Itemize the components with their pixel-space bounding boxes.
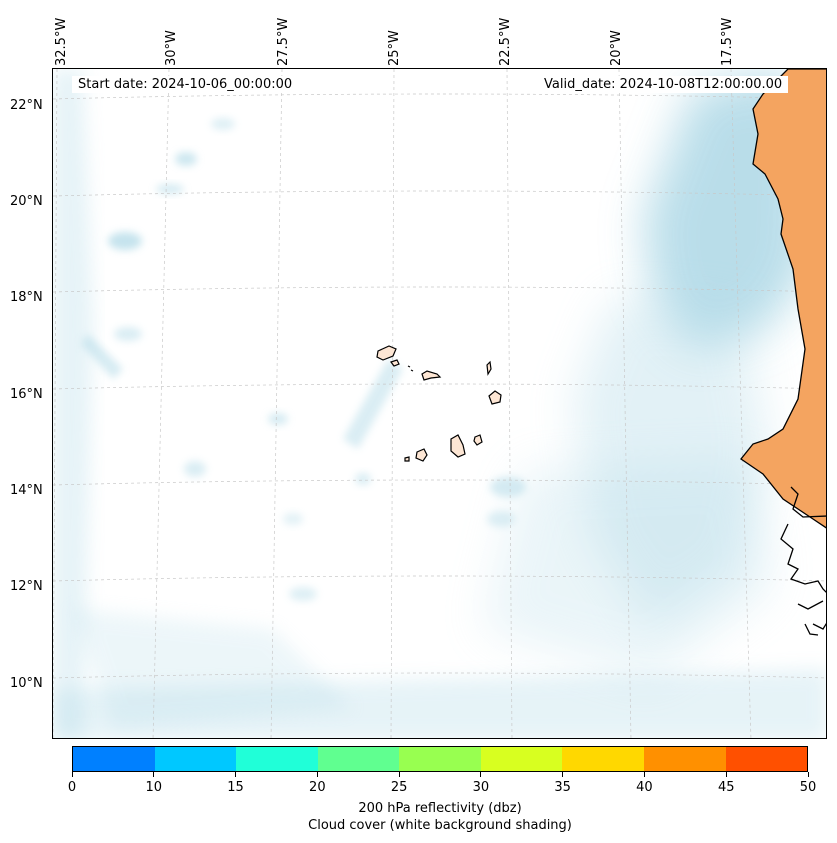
colorbar-tick: [562, 772, 564, 777]
cloud-cell-1: [108, 232, 142, 250]
valid-date-label: Valid_date: 2024-10-08T12:00:00.00: [538, 76, 789, 93]
island-santo-antao: [376, 345, 397, 361]
colorbar-segment: [725, 747, 808, 771]
colorbar-tick-label: 10: [145, 780, 163, 795]
lat-label-16n: 16°N: [10, 387, 43, 402]
lat-label-10n: 10°N: [10, 676, 43, 691]
colorbar-tick-label: 50: [799, 780, 817, 795]
island-boa-vista: [488, 390, 502, 405]
colorbar-segment: [399, 747, 481, 771]
cloud-cell-2: [175, 152, 197, 166]
colorbar-tick-label: 0: [67, 780, 77, 795]
cloud-region-south-west: [73, 609, 353, 729]
colorbar-segment: [73, 747, 155, 771]
cloud-streak-west-1: [81, 334, 123, 379]
colorbar-tick: [480, 772, 482, 777]
lat-label-12n: 12°N: [10, 579, 43, 594]
cloud-streak-capeverde: [343, 359, 403, 449]
colorbar-tick: [398, 772, 400, 777]
cloud-cell-11: [355, 473, 371, 485]
coastline-south: [780, 486, 826, 636]
lon-label-20w: 20°W: [609, 30, 624, 66]
lat-label-14n: 14°N: [10, 483, 43, 498]
colorbar-segment: [643, 747, 726, 771]
colorbar-tick-label: 30: [472, 780, 490, 795]
lon-label-22-5w: 22.5°W: [498, 17, 513, 66]
islet-dots: [407, 365, 414, 372]
colorbar-tick: [71, 772, 73, 777]
colorbar-segment: [236, 747, 318, 771]
cloud-region-west-strip: [53, 69, 93, 738]
colorbar-segment: [154, 747, 237, 771]
colorbar-tick: [643, 772, 645, 777]
island-fogo: [415, 448, 428, 462]
colorbar-tick-label: 25: [390, 780, 408, 795]
colorbar-tick-label: 35: [554, 780, 571, 795]
colorbar-tick-label: 40: [636, 780, 653, 795]
island-sao-nicolau: [421, 370, 442, 381]
cloud-cell-5: [184, 461, 206, 477]
colorbar-tick-label: 45: [717, 780, 735, 795]
cloud-cell-10: [211, 118, 235, 130]
lon-label-17-5w: 17.5°W: [720, 17, 735, 66]
start-date-label: Start date: 2024-10-06_00:00:00: [72, 76, 299, 93]
lon-label-32-5w: 32.5°W: [54, 17, 69, 66]
colorbar-segment: [317, 747, 400, 771]
cloud-cover-shading: [53, 69, 826, 738]
colorbar-tick: [725, 772, 727, 777]
lat-label-20n: 20°N: [10, 194, 43, 209]
colorbar-tick: [153, 772, 155, 777]
colorbar: [72, 746, 808, 772]
cape-verde-islands: [376, 345, 502, 462]
colorbar-label-reflectivity: 200 hPa reflectivity (dbz): [358, 801, 522, 816]
cloud-cell-7: [487, 511, 515, 527]
lon-label-27-5w: 27.5°W: [276, 17, 291, 66]
cloud-cell-9: [114, 327, 142, 341]
colorbar-tick-label: 15: [227, 780, 244, 795]
map-canvas: [53, 69, 826, 738]
colorbar-tick-label: 20: [309, 780, 326, 795]
island-brava: [404, 456, 410, 462]
lat-label-18n: 18°N: [10, 290, 43, 305]
lat-label-22n: 22°N: [10, 98, 43, 113]
colorbar-segment: [562, 747, 644, 771]
island-santiago: [450, 434, 466, 458]
lon-label-25w: 25°W: [387, 30, 402, 66]
cloud-cell-8: [289, 587, 317, 601]
colorbar-tick: [316, 772, 318, 777]
graticule: [53, 69, 826, 738]
island-sal: [486, 360, 492, 376]
lon-label-30w: 30°W: [164, 30, 179, 66]
cloud-cell-4: [268, 413, 288, 425]
cloud-cell-12: [283, 513, 303, 525]
colorbar-label-cloud-cover: Cloud cover (white background shading): [308, 818, 572, 833]
africa-landmass: [740, 69, 826, 529]
cloud-cell-6: [490, 477, 526, 497]
colorbar-segment: [480, 747, 563, 771]
island-sao-vicente: [390, 359, 400, 367]
island-maio: [473, 434, 483, 446]
cloud-cell-3: [156, 184, 184, 194]
colorbar-tick: [807, 772, 809, 777]
colorbar-tick: [235, 772, 237, 777]
map-panel[interactable]: [52, 68, 827, 739]
